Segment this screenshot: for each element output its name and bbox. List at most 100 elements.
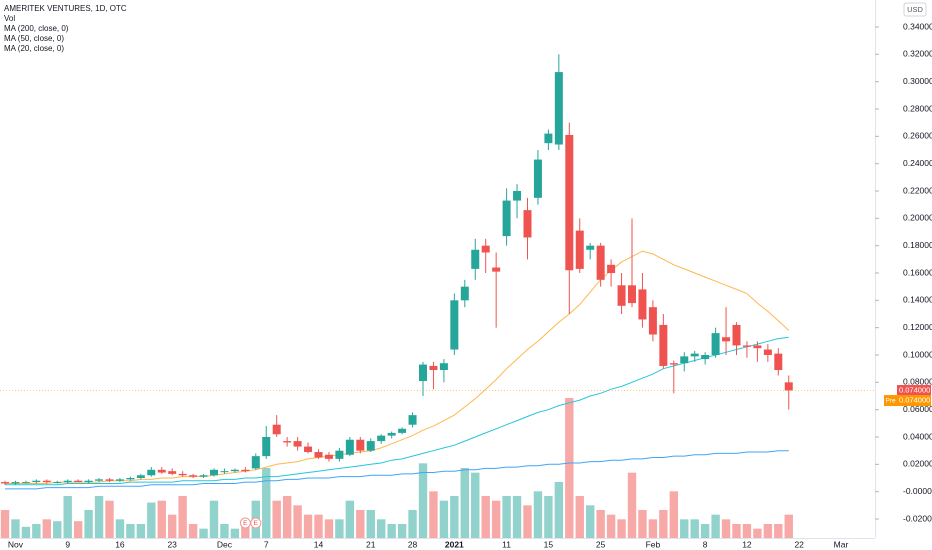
candle-body bbox=[523, 210, 532, 238]
volume-legend: Vol bbox=[4, 14, 15, 23]
volume-bar bbox=[220, 524, 229, 538]
volume-bar bbox=[648, 519, 658, 538]
candle-body bbox=[126, 478, 135, 480]
volume-bar bbox=[282, 496, 292, 538]
candle-body bbox=[272, 424, 281, 435]
candle-body bbox=[554, 72, 563, 145]
x-tick-label: 16 bbox=[115, 539, 125, 549]
volume-bar bbox=[11, 519, 20, 538]
volume-bar bbox=[638, 510, 647, 538]
candle-body bbox=[460, 286, 469, 301]
volume-bar bbox=[209, 500, 219, 538]
event-label: E bbox=[243, 520, 248, 527]
candle-body bbox=[481, 245, 490, 253]
x-tick-label: 22 bbox=[794, 539, 804, 549]
candle-body bbox=[230, 469, 239, 472]
volume-bar bbox=[21, 526, 31, 538]
x-tick-label: 9 bbox=[65, 539, 70, 549]
candle-body bbox=[95, 479, 104, 481]
volume-bar bbox=[42, 519, 51, 538]
volume-bar bbox=[105, 500, 114, 538]
volume-bar bbox=[84, 510, 93, 538]
candle-body bbox=[648, 307, 657, 335]
candle-body bbox=[439, 363, 448, 371]
volume-bar bbox=[606, 514, 616, 538]
volume-bar bbox=[700, 524, 710, 538]
candle-body bbox=[638, 289, 647, 320]
volume-bar bbox=[408, 510, 417, 538]
candle-body bbox=[742, 345, 751, 347]
candle-body bbox=[251, 456, 260, 469]
candle-body bbox=[105, 479, 114, 481]
volume-bar bbox=[460, 468, 469, 538]
volume-bar bbox=[429, 491, 438, 538]
candle-body bbox=[669, 363, 678, 365]
volume-bar bbox=[575, 496, 584, 538]
candle-body bbox=[42, 480, 51, 483]
currency-box[interactable] bbox=[903, 2, 927, 17]
volume-bar bbox=[387, 524, 396, 538]
x-tick-label: 21 bbox=[366, 539, 376, 549]
x-tick-label: 28 bbox=[408, 539, 418, 549]
x-tick-label: 7 bbox=[264, 539, 269, 549]
volume-bar bbox=[533, 491, 543, 538]
volume-bar bbox=[53, 521, 62, 538]
volume-bar bbox=[157, 500, 166, 538]
volume-bar bbox=[774, 524, 783, 538]
x-tick-label: Feb bbox=[646, 539, 661, 549]
candle-body bbox=[74, 480, 83, 483]
candle-body bbox=[53, 482, 62, 484]
volume-bar bbox=[241, 526, 250, 538]
volume-bar bbox=[199, 528, 208, 538]
volume-bar bbox=[659, 510, 668, 538]
candle-body bbox=[115, 479, 124, 481]
legend-entry: MA (200, close, 0) bbox=[4, 24, 69, 33]
candle-body bbox=[387, 432, 396, 436]
candle-body bbox=[784, 382, 793, 391]
volume-bar bbox=[711, 514, 720, 538]
candle-body bbox=[241, 469, 250, 472]
moving-average-line bbox=[5, 336, 789, 486]
moving-average-line bbox=[5, 450, 789, 490]
volume-bar bbox=[397, 524, 407, 538]
volume-bar bbox=[544, 496, 553, 538]
candle-body bbox=[544, 133, 553, 144]
event-label: E bbox=[254, 520, 259, 527]
candle-body bbox=[471, 249, 480, 269]
volume-bar bbox=[481, 496, 490, 538]
candle-body bbox=[324, 454, 333, 459]
candle-body bbox=[513, 191, 522, 201]
pre-market-name-box bbox=[884, 395, 897, 407]
x-tick-label: 11 bbox=[502, 539, 511, 549]
y-tick-label: 0.020000 bbox=[903, 459, 932, 469]
volume-bar bbox=[732, 524, 741, 538]
candle-body bbox=[419, 364, 427, 381]
volume-bar bbox=[32, 524, 41, 538]
candle-body bbox=[21, 482, 30, 484]
volume-bar bbox=[721, 519, 731, 538]
volume-bar bbox=[669, 491, 678, 538]
volume-bar bbox=[784, 514, 793, 538]
candle-body bbox=[63, 480, 72, 483]
candle-body bbox=[533, 159, 542, 198]
candle-body bbox=[701, 355, 710, 360]
volume-bar bbox=[168, 514, 177, 538]
y-tick-label: -0.000000 bbox=[903, 486, 932, 496]
volume-bar bbox=[324, 519, 334, 538]
candle-body bbox=[178, 473, 187, 476]
volume-bar bbox=[115, 519, 125, 538]
legend-entry: MA (50, close, 0) bbox=[4, 34, 64, 43]
volume-bar bbox=[0, 510, 10, 538]
candle-body bbox=[136, 475, 145, 478]
moving-average-line bbox=[5, 250, 790, 484]
volume-bar bbox=[356, 510, 365, 538]
